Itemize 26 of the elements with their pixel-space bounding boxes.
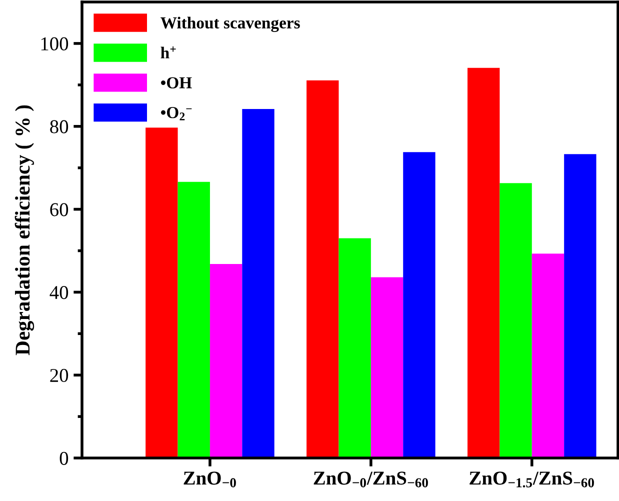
y-tick-label: 80: [50, 120, 68, 134]
y-tick-label: 40: [50, 286, 68, 300]
bar: [564, 154, 596, 458]
bar: [532, 254, 564, 458]
y-tick-label: 60: [50, 203, 68, 216]
legend-label: h$^{+}$: [160, 46, 176, 58]
bar: [403, 152, 436, 458]
legend-label: •O$_{2}$$^{−}$: [160, 106, 192, 120]
bar: [242, 108, 274, 458]
y-tick-label: 0: [60, 452, 68, 465]
x-tick-label: ZnO$_{−0}$: [184, 472, 236, 488]
x-tick-label: ZnO$_{−0}$/ZnS$_{−60}$: [314, 472, 428, 488]
x-tick-label: ZnO$_{−1.5}$/ZnS$_{−60}$: [470, 472, 594, 488]
bar: [338, 238, 371, 458]
legend-label: Without scavengers: [160, 16, 300, 32]
legend-label: •OH: [160, 77, 192, 88]
bar: [210, 264, 242, 458]
y-tick-label: 100: [41, 37, 68, 50]
bar: [370, 277, 404, 458]
bar: [146, 128, 178, 458]
bar: [178, 182, 210, 458]
bar: [306, 80, 339, 458]
bar: [500, 183, 532, 458]
y-tick-label: 20: [50, 368, 68, 382]
bar: [468, 68, 500, 458]
y-axis-title: Degradation efficiency ( % ): [14, 105, 34, 356]
